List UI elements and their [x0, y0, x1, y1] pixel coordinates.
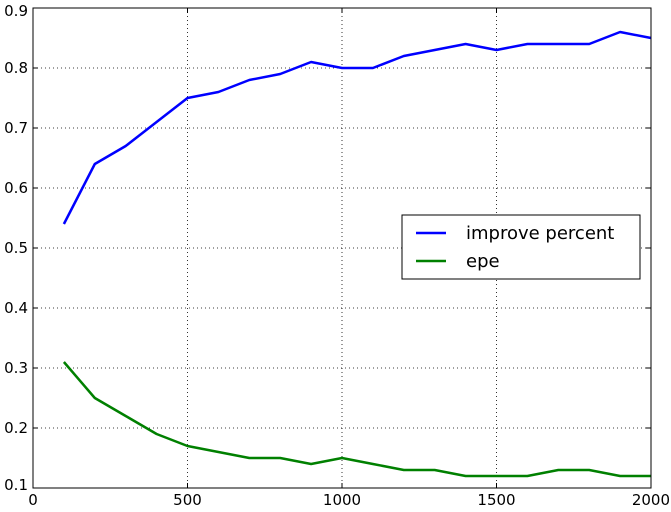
x-tick-label: 0: [28, 491, 38, 508]
legend-box: [401, 214, 641, 280]
series-line-epe: [62, 361, 651, 478]
y-tick-label: 0.9: [4, 2, 28, 20]
series-layer: [62, 30, 652, 478]
legend-label: improve percent: [466, 223, 614, 244]
y-tick-label: 0.4: [4, 299, 28, 317]
y-tick-label: 0.8: [4, 59, 28, 77]
series-line-improve-percent: [62, 30, 652, 225]
x-tick-label: 2000: [632, 491, 670, 508]
x-tick-label: 1500: [477, 491, 515, 508]
tick-layer: 0 500 1000 1500 2000 0.1 0.2 0.3 0.4 0.5 0.6 0.7 0.8…: [4, 2, 670, 509]
y-tick-label: 0.7: [4, 119, 28, 137]
legend: improve percent epe: [401, 214, 641, 280]
y-tick-label: 0.2: [4, 419, 28, 437]
legend-label: epe: [466, 251, 500, 272]
y-tick-label: 0.6: [4, 179, 28, 197]
x-tick-label: 500: [173, 491, 202, 508]
x-tick-label: 1000: [323, 491, 361, 508]
y-tick-label: 0.1: [4, 476, 28, 494]
y-tick-label: 0.3: [4, 359, 28, 377]
y-tick-label: 0.5: [4, 239, 28, 257]
